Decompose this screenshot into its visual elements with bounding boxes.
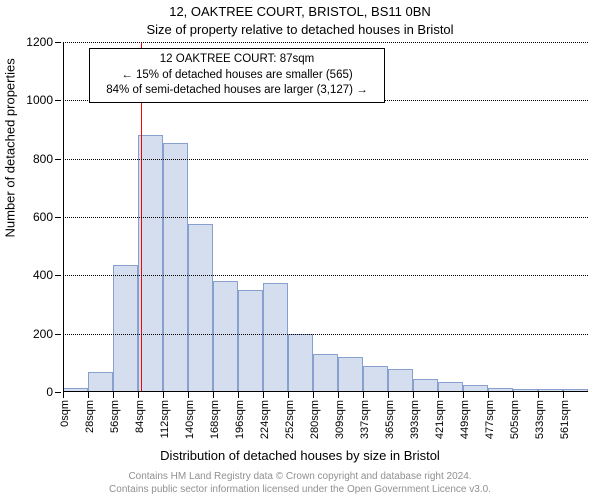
histogram-bar xyxy=(363,366,388,392)
grid-line xyxy=(63,42,588,43)
x-axis-line xyxy=(63,391,588,392)
page-subtitle: Size of property relative to detached ho… xyxy=(0,22,600,37)
x-tick xyxy=(213,392,214,398)
histogram-bar xyxy=(388,369,413,392)
annotation-box: 12 OAKTREE COURT: 87sqm ← 15% of detache… xyxy=(89,48,385,103)
histogram-bar xyxy=(138,135,163,392)
x-tick xyxy=(188,392,189,398)
footer-line-1: Contains HM Land Registry data © Crown c… xyxy=(0,470,600,483)
x-tick-label: 224sqm xyxy=(259,400,271,439)
y-tick-label: 200 xyxy=(33,327,53,341)
x-tick-label: 533sqm xyxy=(534,400,546,439)
annotation-line-2: ← 15% of detached houses are smaller (56… xyxy=(96,68,378,84)
y-tick-label: 400 xyxy=(33,268,53,282)
footer: Contains HM Land Registry data © Crown c… xyxy=(0,470,600,496)
y-tick xyxy=(55,275,61,276)
y-tick xyxy=(55,159,61,160)
x-tick-label: 337sqm xyxy=(359,400,371,439)
annotation-line-1: 12 OAKTREE COURT: 87sqm xyxy=(96,52,378,68)
histogram-bar xyxy=(288,334,313,392)
x-tick xyxy=(488,392,489,398)
x-tick-label: 84sqm xyxy=(134,400,146,433)
x-tick xyxy=(263,392,264,398)
x-tick xyxy=(163,392,164,398)
histogram-bar xyxy=(338,357,363,392)
x-tick xyxy=(113,392,114,398)
x-tick-label: 421sqm xyxy=(434,400,446,439)
x-tick xyxy=(138,392,139,398)
x-tick xyxy=(438,392,439,398)
x-tick xyxy=(538,392,539,398)
x-tick xyxy=(363,392,364,398)
y-tick-label: 600 xyxy=(33,210,53,224)
x-tick-label: 561sqm xyxy=(559,400,571,439)
x-tick xyxy=(338,392,339,398)
x-tick-label: 140sqm xyxy=(184,400,196,439)
footer-line-2: Contains public sector information licen… xyxy=(0,483,600,496)
x-tick xyxy=(413,392,414,398)
grid-line xyxy=(63,159,588,160)
x-tick xyxy=(463,392,464,398)
x-tick xyxy=(563,392,564,398)
x-tick-label: 252sqm xyxy=(284,400,296,439)
histogram-bar xyxy=(213,281,238,392)
histogram-bar xyxy=(113,265,138,392)
histogram-bar xyxy=(238,290,263,392)
x-tick-label: 112sqm xyxy=(159,400,171,438)
x-tick-label: 477sqm xyxy=(484,400,496,439)
histogram-bar xyxy=(263,283,288,392)
y-tick xyxy=(55,334,61,335)
x-tick xyxy=(288,392,289,398)
x-tick xyxy=(88,392,89,398)
x-tick-label: 168sqm xyxy=(209,400,221,439)
x-tick-label: 0sqm xyxy=(59,400,71,427)
x-tick-label: 280sqm xyxy=(309,400,321,439)
y-tick-label: 1000 xyxy=(26,93,53,107)
grid-line xyxy=(63,275,588,276)
y-tick xyxy=(55,100,61,101)
x-tick-label: 196sqm xyxy=(234,400,246,439)
x-tick xyxy=(513,392,514,398)
y-tick xyxy=(55,42,61,43)
histogram-bar xyxy=(88,372,113,392)
x-tick-label: 309sqm xyxy=(334,400,346,439)
histogram-bar xyxy=(313,354,338,392)
x-tick-label: 505sqm xyxy=(509,400,521,439)
x-tick-label: 56sqm xyxy=(109,400,121,433)
y-axis-title: Number of detached properties xyxy=(3,198,18,238)
x-axis-title: Distribution of detached houses by size … xyxy=(0,448,600,463)
x-tick xyxy=(238,392,239,398)
grid-line xyxy=(63,217,588,218)
x-tick-label: 28sqm xyxy=(84,400,96,433)
x-tick-label: 365sqm xyxy=(384,400,396,439)
grid-line xyxy=(63,334,588,335)
x-tick xyxy=(313,392,314,398)
x-tick xyxy=(388,392,389,398)
x-tick-label: 393sqm xyxy=(409,400,421,439)
y-tick xyxy=(55,217,61,218)
y-tick-label: 800 xyxy=(33,152,53,166)
y-tick-label: 0 xyxy=(46,385,53,399)
x-tick-label: 449sqm xyxy=(459,400,471,439)
y-tick xyxy=(55,392,61,393)
y-axis-line xyxy=(63,42,64,392)
y-tick-label: 1200 xyxy=(26,35,53,49)
histogram-bar xyxy=(188,224,213,392)
page-title: 12, OAKTREE COURT, BRISTOL, BS11 0BN xyxy=(0,4,600,19)
histogram-bar xyxy=(163,143,188,392)
annotation-line-3: 84% of semi-detached houses are larger (… xyxy=(96,83,378,99)
x-tick xyxy=(63,392,64,398)
